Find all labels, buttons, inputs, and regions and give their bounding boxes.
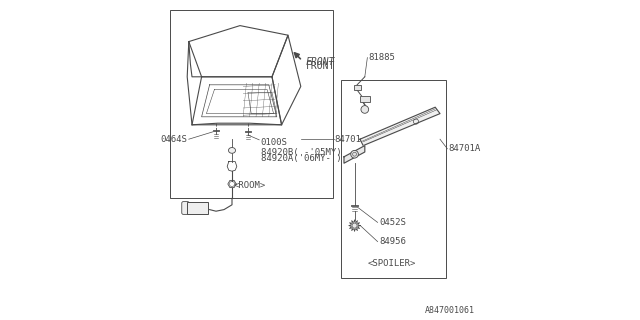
Circle shape <box>352 223 357 228</box>
Bar <box>170 10 333 198</box>
Text: 84920A('06MY- ): 84920A('06MY- ) <box>261 154 341 163</box>
Text: FRONT: FRONT <box>306 60 335 71</box>
Text: 84701A: 84701A <box>448 144 480 153</box>
Text: 84956: 84956 <box>380 237 406 246</box>
Text: A847001061: A847001061 <box>425 306 475 315</box>
Text: 84701: 84701 <box>334 135 361 144</box>
Text: 84920B( -'05MY): 84920B( -'05MY) <box>261 148 341 156</box>
Text: 0100S: 0100S <box>261 138 287 147</box>
Text: <ROOM>: <ROOM> <box>234 181 266 190</box>
Text: 0452S: 0452S <box>380 218 406 227</box>
Bar <box>354 85 361 90</box>
Polygon shape <box>360 107 440 146</box>
Ellipse shape <box>228 148 236 153</box>
Bar <box>187 202 208 214</box>
Text: FRONT: FRONT <box>306 57 335 68</box>
Polygon shape <box>344 146 365 163</box>
Text: 0464S: 0464S <box>161 135 187 144</box>
Text: 81885: 81885 <box>369 53 396 62</box>
Circle shape <box>351 150 358 158</box>
Bar <box>360 96 370 102</box>
FancyBboxPatch shape <box>182 202 189 214</box>
Text: <SPOILER>: <SPOILER> <box>368 260 416 268</box>
Bar <box>340 80 447 278</box>
Circle shape <box>361 106 369 113</box>
